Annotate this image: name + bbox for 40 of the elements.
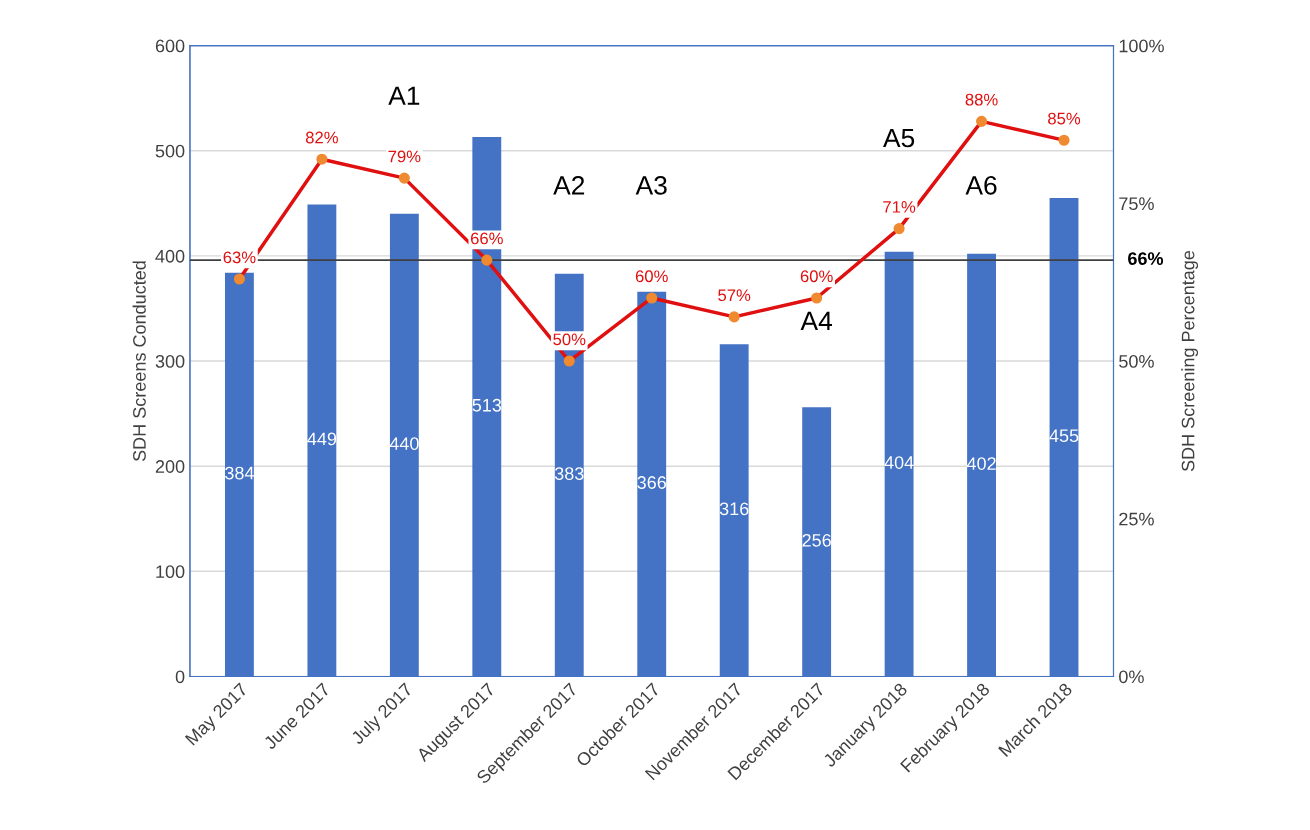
data-label: 63%: [223, 251, 256, 264]
y-tick-label: 600: [155, 39, 185, 53]
data-label: 316: [719, 502, 749, 516]
ref-line-label: 66%: [1128, 252, 1164, 265]
y2-tick-label: 75%: [1119, 197, 1154, 211]
data-label: 71%: [883, 201, 916, 213]
data-label: 384: [225, 466, 254, 480]
data-label: 57%: [718, 289, 751, 302]
y-tick-label: 200: [155, 460, 185, 473]
data-label: 449: [307, 432, 337, 446]
data-label: 256: [802, 533, 831, 547]
annotation: A3: [635, 175, 667, 195]
data-label: 79%: [388, 150, 421, 163]
y2-axis-title: SDH Screening Percentage: [1181, 250, 1199, 472]
y2-tick-label: 0%: [1119, 670, 1144, 684]
data-label: 383: [554, 467, 584, 480]
data-label: 88%: [965, 93, 998, 106]
data-label: 366: [637, 476, 666, 489]
y2-tick-label: 50%: [1119, 354, 1154, 368]
data-label: 82%: [305, 131, 338, 144]
data-label: 85%: [1048, 112, 1081, 125]
y-tick-label: 100: [156, 565, 185, 579]
annotation: A5: [883, 128, 915, 148]
data-label: 66%: [470, 232, 503, 245]
y-tick-label: 0: [175, 670, 185, 684]
annotation: A1: [388, 86, 420, 105]
y2-tick-label: 25%: [1119, 512, 1154, 526]
annotation: A2: [553, 175, 585, 195]
annotation: A6: [965, 175, 997, 195]
annotation: A4: [800, 311, 833, 331]
y-tick-label: 400: [155, 249, 185, 263]
data-label: 60%: [800, 270, 833, 283]
y2-tick-label: 100%: [1119, 39, 1164, 53]
y-axis-title: SDH Screens Conducted: [132, 261, 146, 462]
data-label: 513: [472, 398, 502, 412]
data-label: 402: [966, 457, 996, 470]
y-tick-label: 300: [155, 354, 185, 368]
data-label: 50%: [553, 333, 586, 346]
y-tick-label: 500: [155, 144, 185, 158]
data-label: 60%: [635, 270, 668, 283]
